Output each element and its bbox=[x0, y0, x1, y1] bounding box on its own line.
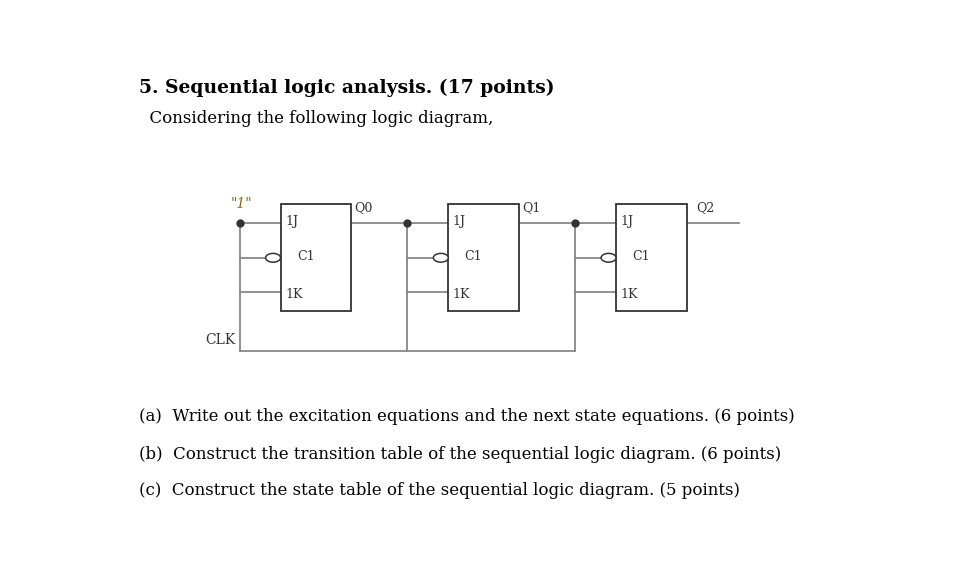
Text: (a)  Write out the excitation equations and the next state equations. (6 points): (a) Write out the excitation equations a… bbox=[138, 408, 794, 425]
Text: 1J: 1J bbox=[620, 215, 633, 228]
Circle shape bbox=[265, 253, 281, 262]
Text: (c)  Construct the state table of the sequential logic diagram. (5 points): (c) Construct the state table of the seq… bbox=[138, 483, 739, 500]
Text: (b)  Construct the transition table of the sequential logic diagram. (6 points): (b) Construct the transition table of th… bbox=[138, 446, 780, 463]
Text: 1K: 1K bbox=[620, 288, 637, 301]
Bar bbox=[448, 204, 519, 311]
Text: 5. Sequential logic analysis. (17 points): 5. Sequential logic analysis. (17 points… bbox=[138, 79, 554, 97]
Text: 1J: 1J bbox=[284, 215, 298, 228]
Bar bbox=[281, 204, 351, 311]
Text: Q0: Q0 bbox=[354, 201, 372, 214]
Text: 1K: 1K bbox=[284, 288, 302, 301]
Text: 1K: 1K bbox=[453, 288, 470, 301]
Text: C1: C1 bbox=[464, 250, 481, 263]
Circle shape bbox=[601, 253, 615, 262]
Text: 1J: 1J bbox=[453, 215, 465, 228]
Text: C1: C1 bbox=[631, 250, 650, 263]
Bar bbox=[615, 204, 686, 311]
Text: C1: C1 bbox=[297, 250, 314, 263]
Text: Considering the following logic diagram,: Considering the following logic diagram, bbox=[138, 110, 493, 127]
Text: "1": "1" bbox=[231, 197, 252, 211]
Text: Q1: Q1 bbox=[522, 201, 540, 214]
Text: CLK: CLK bbox=[206, 333, 235, 347]
Circle shape bbox=[433, 253, 448, 262]
Text: Q2: Q2 bbox=[695, 201, 713, 214]
